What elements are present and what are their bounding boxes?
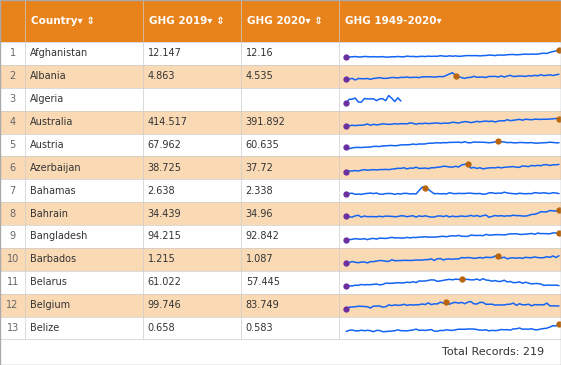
Text: 8: 8: [10, 208, 16, 219]
Text: 7: 7: [10, 186, 16, 196]
Text: 6: 6: [10, 163, 16, 173]
Text: 0.583: 0.583: [246, 323, 273, 333]
Text: Bahrain: Bahrain: [30, 208, 68, 219]
Text: 4.535: 4.535: [246, 71, 273, 81]
Text: 391.892: 391.892: [246, 117, 286, 127]
Text: 1.215: 1.215: [148, 254, 175, 264]
Text: 414.517: 414.517: [148, 117, 187, 127]
Text: 4: 4: [10, 117, 16, 127]
Text: Belize: Belize: [30, 323, 59, 333]
Text: 1.087: 1.087: [246, 254, 273, 264]
Text: GHG 1949-2020▾: GHG 1949-2020▾: [345, 16, 442, 26]
FancyBboxPatch shape: [0, 65, 561, 88]
Text: Barbados: Barbados: [30, 254, 76, 264]
Text: Australia: Australia: [30, 117, 73, 127]
FancyBboxPatch shape: [0, 134, 561, 156]
FancyBboxPatch shape: [0, 248, 561, 271]
Text: 2: 2: [10, 71, 16, 81]
Text: 4.863: 4.863: [148, 71, 175, 81]
FancyBboxPatch shape: [0, 225, 561, 248]
Text: 94.215: 94.215: [148, 231, 181, 242]
Text: Total Records: 219: Total Records: 219: [442, 347, 544, 357]
FancyBboxPatch shape: [0, 88, 561, 111]
Text: 34.439: 34.439: [148, 208, 181, 219]
FancyBboxPatch shape: [0, 156, 561, 179]
Text: 12: 12: [6, 300, 19, 310]
Text: Country▾ ⇕: Country▾ ⇕: [31, 16, 95, 26]
Text: 5: 5: [10, 140, 16, 150]
Text: 2.338: 2.338: [246, 186, 273, 196]
FancyBboxPatch shape: [0, 42, 561, 65]
Text: 92.842: 92.842: [246, 231, 279, 242]
Text: 61.022: 61.022: [148, 277, 181, 287]
Text: Bahamas: Bahamas: [30, 186, 75, 196]
Text: 12.16: 12.16: [246, 49, 273, 58]
Text: 34.96: 34.96: [246, 208, 273, 219]
Text: 83.749: 83.749: [246, 300, 279, 310]
Text: GHG 2019▾ ⇕: GHG 2019▾ ⇕: [149, 16, 224, 26]
FancyBboxPatch shape: [0, 294, 561, 316]
Text: 0.658: 0.658: [148, 323, 175, 333]
Text: Albania: Albania: [30, 71, 66, 81]
FancyBboxPatch shape: [0, 202, 561, 225]
Text: 10: 10: [7, 254, 19, 264]
FancyBboxPatch shape: [0, 111, 561, 134]
Text: 37.72: 37.72: [246, 163, 274, 173]
Text: 57.445: 57.445: [246, 277, 280, 287]
Text: Algeria: Algeria: [30, 94, 64, 104]
Text: Azerbaijan: Azerbaijan: [30, 163, 81, 173]
Text: 9: 9: [10, 231, 16, 242]
FancyBboxPatch shape: [0, 316, 561, 339]
Text: Belarus: Belarus: [30, 277, 67, 287]
FancyBboxPatch shape: [0, 0, 561, 42]
Text: 1: 1: [10, 49, 16, 58]
Text: 38.725: 38.725: [148, 163, 182, 173]
Text: 60.635: 60.635: [246, 140, 279, 150]
Text: 3: 3: [10, 94, 16, 104]
Text: 12.147: 12.147: [148, 49, 181, 58]
Text: 67.962: 67.962: [148, 140, 181, 150]
Text: 11: 11: [7, 277, 19, 287]
Text: Afghanistan: Afghanistan: [30, 49, 88, 58]
Text: Belgium: Belgium: [30, 300, 70, 310]
Text: GHG 2020▾ ⇕: GHG 2020▾ ⇕: [247, 16, 323, 26]
FancyBboxPatch shape: [0, 179, 561, 202]
Text: 13: 13: [7, 323, 19, 333]
Text: 2.638: 2.638: [148, 186, 175, 196]
Text: Austria: Austria: [30, 140, 65, 150]
FancyBboxPatch shape: [0, 271, 561, 294]
Text: Bangladesh: Bangladesh: [30, 231, 87, 242]
Text: 99.746: 99.746: [148, 300, 181, 310]
